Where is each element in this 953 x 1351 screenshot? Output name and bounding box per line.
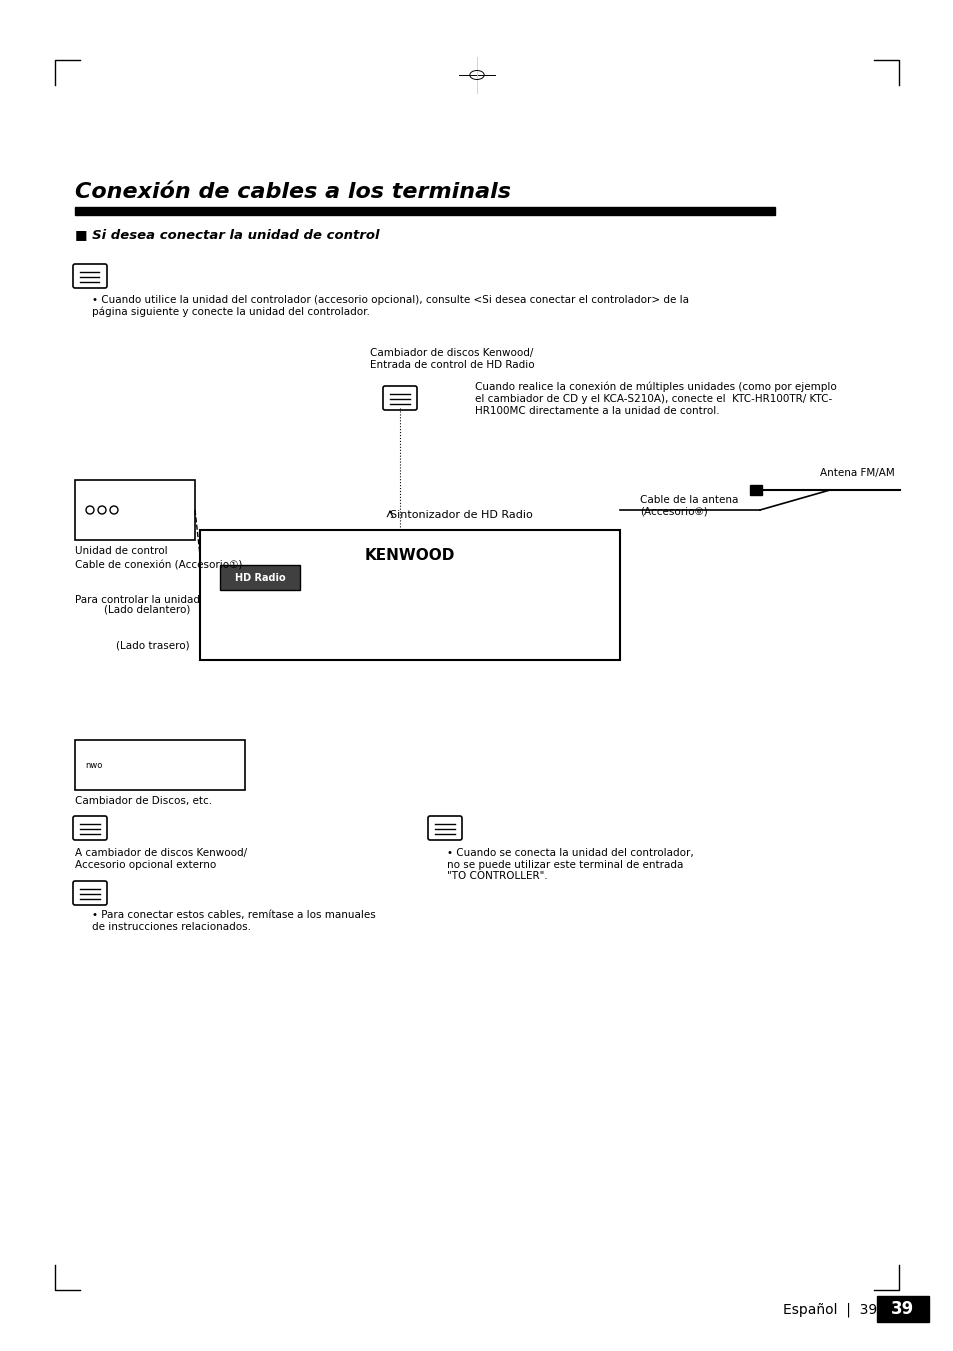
Bar — [75, 207, 774, 215]
Text: Cuando realice la conexión de múltiples unidades (como por ejemplo
el cambiador : Cuando realice la conexión de múltiples … — [475, 382, 836, 416]
Bar — [876, 1296, 928, 1323]
Bar — [749, 485, 761, 494]
Text: Español  |  39: Español | 39 — [781, 1302, 876, 1317]
FancyBboxPatch shape — [73, 816, 107, 840]
Text: A cambiador de discos Kenwood/
Accesorio opcional externo: A cambiador de discos Kenwood/ Accesorio… — [75, 848, 247, 870]
FancyBboxPatch shape — [73, 263, 107, 288]
Bar — [200, 530, 619, 661]
Bar — [75, 480, 194, 540]
Text: Antena FM/AM: Antena FM/AM — [820, 467, 894, 478]
Text: (Lado delantero): (Lado delantero) — [104, 605, 190, 615]
Text: ■ Si desea conectar la unidad de control: ■ Si desea conectar la unidad de control — [75, 228, 379, 240]
Text: Cable de conexión (Accesorio①): Cable de conexión (Accesorio①) — [75, 561, 242, 570]
Text: 39: 39 — [890, 1300, 914, 1319]
Text: Cambiador de discos Kenwood/
Entrada de control de HD Radio: Cambiador de discos Kenwood/ Entrada de … — [370, 349, 534, 370]
Text: Para controlar la unidad: Para controlar la unidad — [75, 594, 200, 605]
Text: nwo: nwo — [85, 761, 102, 770]
Bar — [75, 740, 245, 790]
Text: Unidad de control: Unidad de control — [75, 546, 168, 557]
Text: HD Radio: HD Radio — [234, 573, 285, 584]
Bar — [220, 565, 299, 590]
Text: Sintonizador de HD Radio: Sintonizador de HD Radio — [390, 509, 532, 520]
FancyBboxPatch shape — [382, 386, 416, 409]
Text: • Para conectar estos cables, remítase a los manuales
de instrucciones relaciona: • Para conectar estos cables, remítase a… — [91, 911, 375, 932]
FancyBboxPatch shape — [73, 881, 107, 905]
Text: (Lado trasero): (Lado trasero) — [116, 640, 190, 650]
Text: Cambiador de Discos, etc.: Cambiador de Discos, etc. — [75, 796, 212, 807]
Text: Cable de la antena
(Accesorio⑥): Cable de la antena (Accesorio⑥) — [639, 494, 738, 516]
Text: • Cuando se conecta la unidad del controlador,
no se puede utilizar este termina: • Cuando se conecta la unidad del contro… — [447, 848, 693, 881]
Text: • Cuando utilice la unidad del controlador (accesorio opcional), consulte <Si de: • Cuando utilice la unidad del controlad… — [91, 295, 688, 317]
Text: KENWOOD: KENWOOD — [364, 547, 455, 562]
FancyBboxPatch shape — [428, 816, 461, 840]
Text: Conexión de cables a los terminals: Conexión de cables a los terminals — [75, 182, 511, 203]
